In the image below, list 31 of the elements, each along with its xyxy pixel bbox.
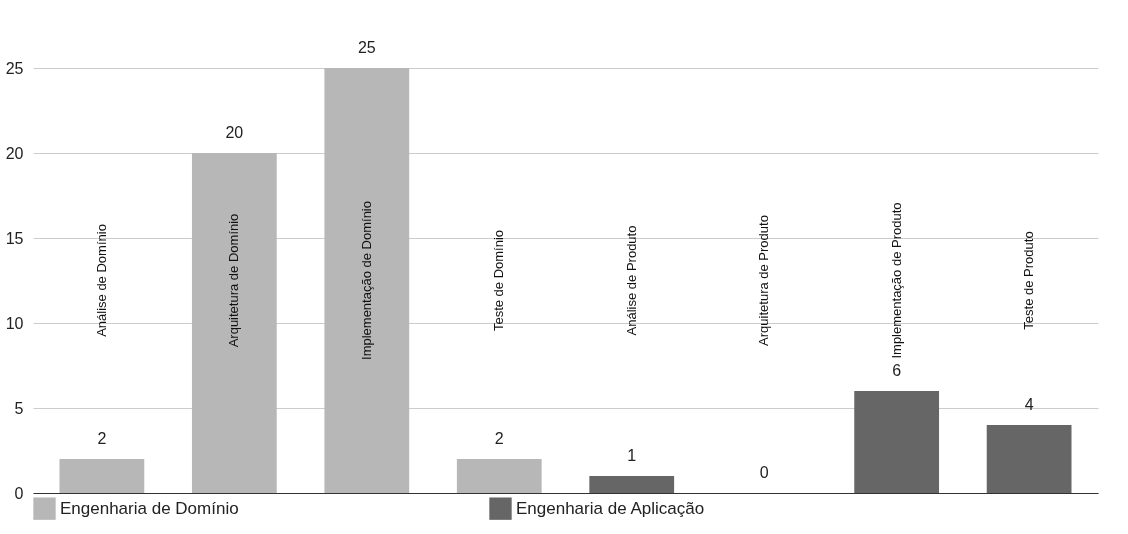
x-tick-label: Teste de Produto (1021, 231, 1037, 330)
data-label: 20 (225, 124, 244, 141)
y-tick-label: 0 (14, 484, 24, 502)
x-tick-label: Teste de Domínio (491, 229, 507, 332)
legend-label: Engenharia de Domínio (60, 498, 239, 518)
bar (589, 476, 675, 493)
legend-label: Engenharia de Aplicação (516, 498, 705, 518)
y-tick-label: 15 (5, 229, 24, 247)
bar (986, 425, 1072, 493)
x-tick-label: Arquitetura de Domínio (226, 213, 242, 348)
bar (191, 153, 277, 493)
y-tick-label: 10 (5, 314, 24, 332)
x-tick-label: Implementação de Produto (888, 202, 904, 359)
x-tick-label: Implementação de Domínio (358, 201, 374, 360)
data-label: 2 (494, 430, 504, 447)
y-tick-label: 5 (14, 399, 24, 417)
data-label: 2 (97, 430, 107, 447)
bar (324, 68, 410, 493)
x-tick-label: Análise de Produto (623, 225, 639, 336)
x-tick-label: Arquitetura de Produto (756, 215, 772, 346)
x-tick-label: Análise de Domínio (93, 224, 109, 337)
bar (456, 459, 542, 493)
y-tick-label: 25 (5, 59, 24, 77)
bar (854, 391, 940, 493)
data-label: 25 (357, 39, 376, 56)
bar (59, 459, 145, 493)
data-label: 1 (627, 447, 637, 464)
data-label: 4 (1024, 396, 1034, 413)
y-tick-label: 20 (5, 144, 24, 162)
data-label: 6 (892, 362, 902, 379)
data-label: 0 (759, 464, 769, 481)
